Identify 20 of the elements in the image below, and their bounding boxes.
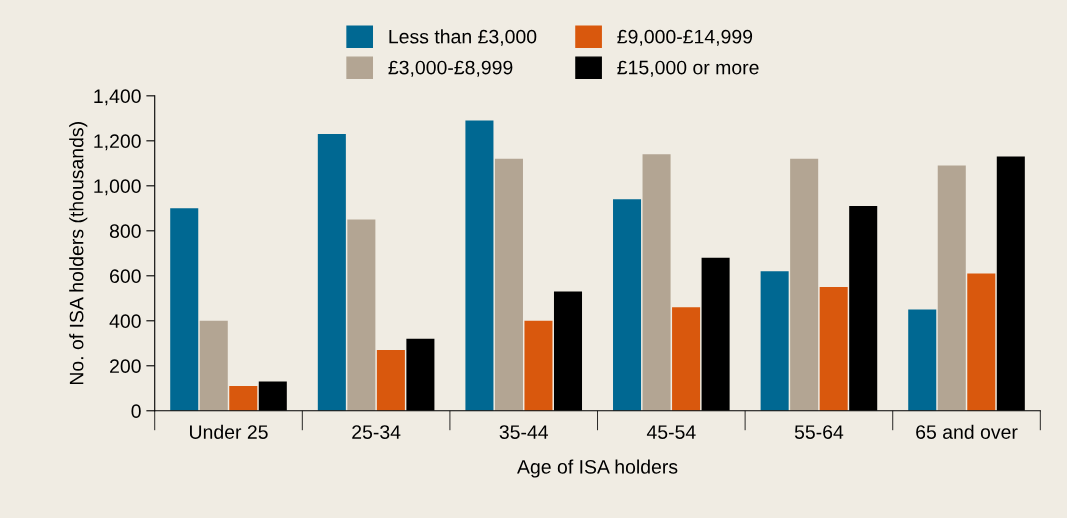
x-tick-label: 35-44 xyxy=(499,425,549,439)
legend-label: £3,000-£8,999 xyxy=(388,60,513,77)
y-tick-label: 400 xyxy=(109,314,141,329)
y-tick-label: 200 xyxy=(110,359,141,374)
y-tick-label: 1,400 xyxy=(94,89,141,106)
x-tick-label: 45-54 xyxy=(646,425,696,439)
y-tick-label: 1,200 xyxy=(94,134,141,151)
y-axis-title: No. of ISA holders (thousands) xyxy=(69,122,88,385)
x-tick-label: 55-64 xyxy=(794,425,844,439)
x-tick-label: 65 and over xyxy=(916,424,1018,439)
x-tick-label: 25-34 xyxy=(352,425,401,439)
y-tick-label: 0 xyxy=(131,404,141,419)
y-tick-label: 1,000 xyxy=(94,179,141,196)
x-tick-label: Under 25 xyxy=(190,424,268,439)
y-tick-label: 600 xyxy=(110,269,141,284)
y-tick-label: 800 xyxy=(109,224,141,239)
x-axis-title: Age of ISA holders xyxy=(517,459,678,478)
legend-label: £15,000 or more xyxy=(617,60,759,77)
legend-label: Less than £3,000 xyxy=(389,29,537,46)
legend-label: £9,000-£14,999 xyxy=(617,29,753,46)
